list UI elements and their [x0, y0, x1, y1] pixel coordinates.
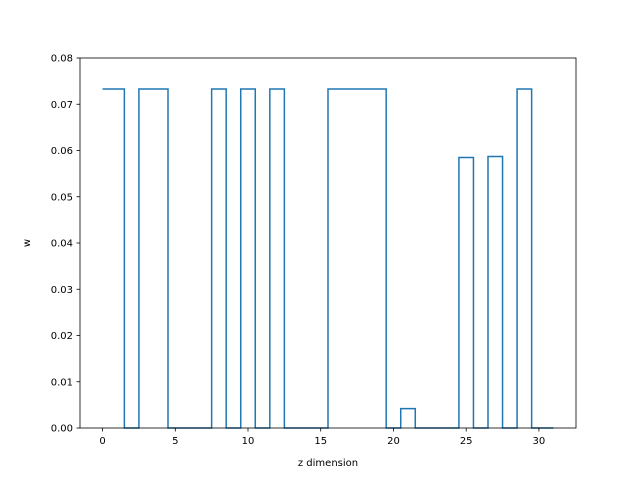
- x-tick-label: 15: [314, 436, 327, 447]
- y-tick-label: 0.02: [51, 331, 73, 342]
- x-tick-label: 20: [387, 436, 400, 447]
- x-axis-label: z dimension: [298, 458, 358, 469]
- y-axis-label: w: [22, 239, 33, 247]
- y-tick-label: 0.08: [51, 54, 73, 65]
- x-tick-label: 5: [172, 436, 178, 447]
- x-tick-label: 30: [533, 436, 546, 447]
- y-tick-label: 0.07: [51, 100, 73, 111]
- y-axis-ticks: 0.00 0.01 0.02 0.03 0.04 0.05 0.06 0.07 0.08: [51, 54, 80, 435]
- x-tick-label: 0: [99, 436, 105, 447]
- y-tick-label: 0.03: [51, 285, 73, 296]
- x-tick-label: 10: [242, 436, 255, 447]
- y-tick-label: 0.00: [51, 424, 73, 435]
- y-tick-label: 0.05: [51, 192, 73, 203]
- plot-frame: [79, 57, 577, 429]
- y-tick-label: 0.01: [51, 377, 73, 388]
- y-tick-label: 0.04: [51, 239, 73, 250]
- x-axis-ticks: 0 5 10 15 20 25 30: [99, 428, 545, 447]
- x-tick-label: 25: [460, 436, 473, 447]
- y-tick-label: 0.06: [51, 146, 73, 157]
